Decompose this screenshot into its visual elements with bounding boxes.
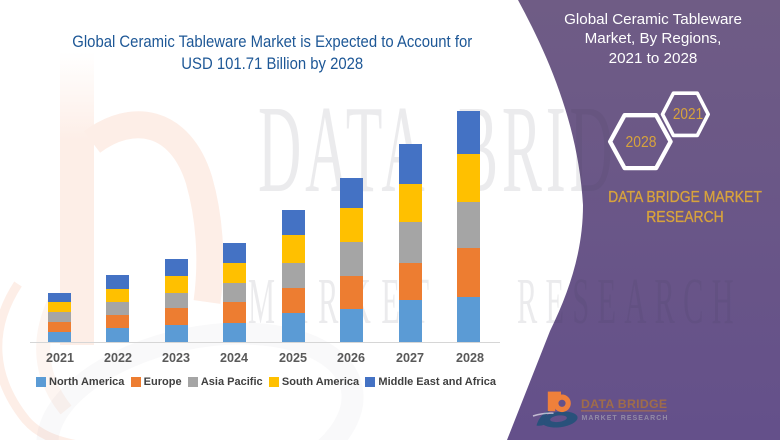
svg-text:DATA BRIDGE: DATA BRIDGE [581, 397, 667, 411]
svg-text:MARKET RESEARCH: MARKET RESEARCH [582, 415, 669, 422]
